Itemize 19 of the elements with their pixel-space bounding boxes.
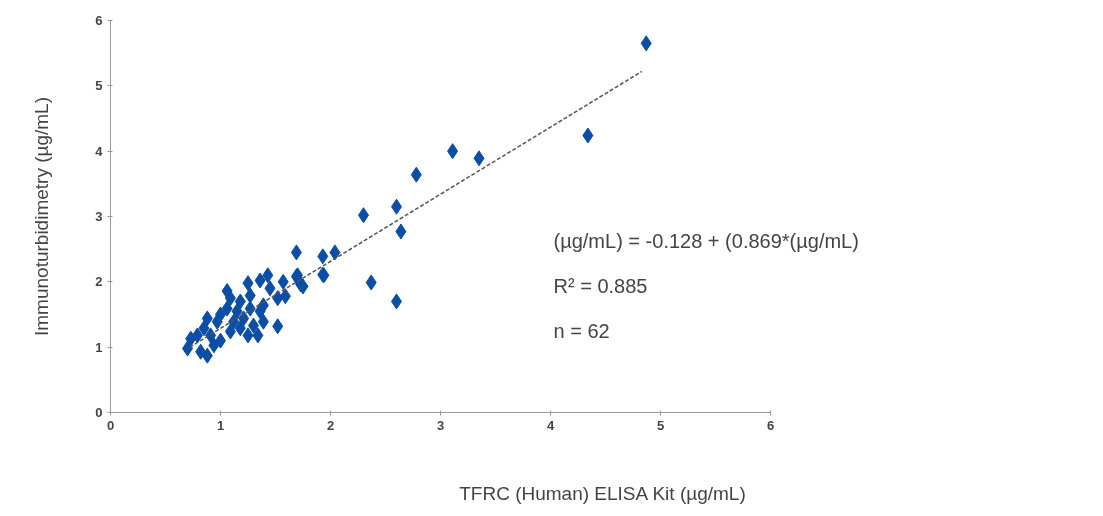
x-tick-label: 1: [216, 417, 225, 433]
annotation: n = 62: [553, 319, 610, 342]
annotation: (µg/mL) = -0.128 + (0.869*(µg/mL): [553, 229, 859, 252]
y-axis-title: Immunoturbidimetry (µg/mL): [31, 96, 53, 336]
y-tick-label: 1: [95, 339, 103, 355]
y-tick-label: 6: [95, 13, 103, 28]
x-tick-label: 5: [656, 417, 665, 433]
annotation: R² = 0.885: [553, 274, 648, 297]
y-tick-label: 0: [95, 405, 103, 420]
y-tick-label: 2: [95, 274, 103, 290]
y-tick-label: 3: [95, 209, 103, 224]
x-tick-label: 2: [326, 417, 335, 433]
y-tick-label: 5: [95, 78, 103, 94]
x-tick-label: 3: [436, 417, 445, 433]
x-axis-title: TFRC (Human) ELISA Kit (µg/mL): [459, 482, 746, 504]
x-tick-label: 6: [766, 417, 775, 433]
x-tick-label: 0: [106, 417, 115, 433]
x-tick-label: 4: [546, 417, 555, 433]
y-tick-label: 4: [95, 143, 104, 159]
